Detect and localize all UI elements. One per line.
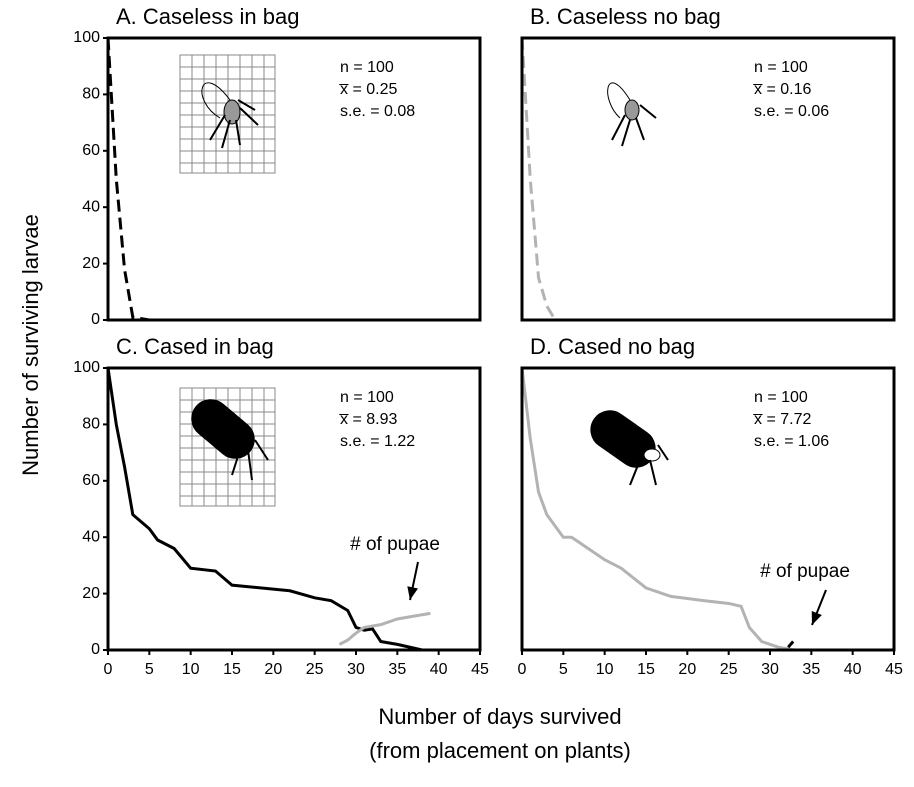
x-tick-label: 40 — [430, 661, 448, 678]
x-tick-label: 20 — [678, 661, 696, 678]
insect-icon — [590, 410, 669, 486]
x-tick-label: 15 — [637, 661, 655, 678]
annotation: s.e. = 1.22 — [340, 433, 415, 450]
annotation: n = 100 — [340, 59, 394, 76]
x-tick-label: 0 — [518, 661, 527, 678]
y-tick-label: 20 — [82, 255, 100, 272]
x-tick-label: 0 — [104, 661, 113, 678]
insect-icon — [179, 387, 276, 507]
arrow-head — [811, 611, 822, 625]
panel-title: A. Caseless in bag — [116, 4, 299, 29]
x-tick-label: 25 — [306, 661, 324, 678]
panel-title: D. Cased no bag — [530, 334, 695, 359]
x-tick-label: 40 — [844, 661, 862, 678]
x-tick-label: 5 — [559, 661, 568, 678]
x-tick-label: 25 — [720, 661, 738, 678]
y-tick-label: 100 — [73, 359, 100, 376]
annotation: n = 100 — [754, 59, 808, 76]
plot-frame — [520, 366, 896, 652]
x-tick-label: 35 — [388, 661, 406, 678]
x-tick-label: 30 — [761, 661, 779, 678]
y-tick-label: 60 — [82, 142, 100, 159]
x-axis-label: (from placement on plants) — [369, 738, 631, 763]
plot-frame — [106, 366, 482, 652]
x-tick-label: 45 — [885, 661, 903, 678]
annotation: x̅ = 0.16 — [753, 81, 812, 98]
y-tick-label: 60 — [82, 472, 100, 489]
x-tick-label: 10 — [596, 661, 614, 678]
y-tick-label: 80 — [82, 416, 100, 433]
y-axis-label: Number of surviving larvae — [18, 214, 43, 476]
plot-frame — [520, 36, 896, 322]
annotation: n = 100 — [340, 389, 394, 406]
y-tick-label: 100 — [73, 29, 100, 46]
annotation: s.e. = 1.06 — [754, 433, 829, 450]
annotation: s.e. = 0.08 — [340, 103, 415, 120]
y-tick-label: 0 — [91, 641, 100, 658]
data-line — [787, 640, 795, 649]
x-tick-label: 20 — [264, 661, 282, 678]
insect-icon — [607, 82, 657, 147]
insect-icon — [179, 54, 276, 174]
data-line — [520, 367, 796, 652]
annotation: x̅ = 0.25 — [339, 81, 398, 98]
x-axis-label: Number of days survived — [378, 704, 621, 729]
data-line — [106, 367, 439, 652]
arrow-head — [407, 586, 418, 600]
y-tick-label: 40 — [82, 198, 100, 215]
y-tick-label: 80 — [82, 86, 100, 103]
y-tick-label: 0 — [91, 311, 100, 328]
plot-frame — [106, 36, 482, 322]
annotation: # of pupae — [350, 534, 440, 555]
x-tick-label: 5 — [145, 661, 154, 678]
panel-title: C. Cased in bag — [116, 334, 274, 359]
y-tick-label: 20 — [82, 585, 100, 602]
x-tick-label: 30 — [347, 661, 365, 678]
x-tick-label: 10 — [182, 661, 200, 678]
annotation: x̅ = 8.93 — [339, 411, 398, 428]
annotation: x̅ = 7.72 — [753, 411, 812, 428]
panel-title: B. Caseless no bag — [530, 4, 721, 29]
annotation: # of pupae — [760, 561, 850, 582]
annotation: s.e. = 0.06 — [754, 103, 829, 120]
x-tick-label: 15 — [223, 661, 241, 678]
y-tick-label: 40 — [82, 528, 100, 545]
x-tick-label: 35 — [802, 661, 820, 678]
annotation: n = 100 — [754, 389, 808, 406]
data-line — [338, 611, 431, 646]
data-line — [106, 37, 150, 322]
data-line — [520, 37, 557, 321]
x-tick-label: 45 — [471, 661, 489, 678]
